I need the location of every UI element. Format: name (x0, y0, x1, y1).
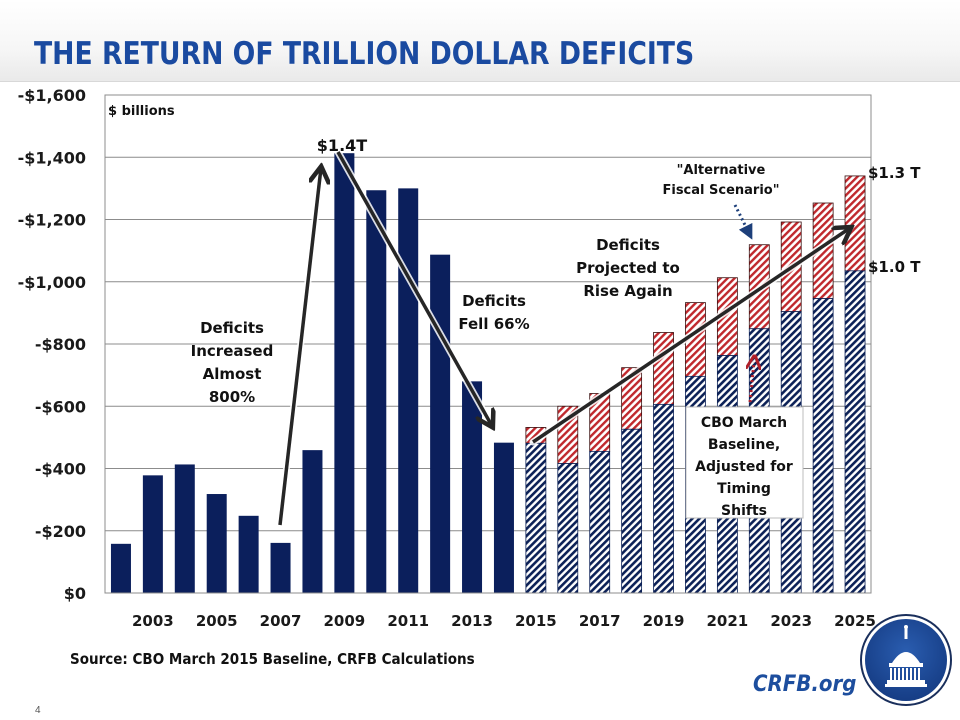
bar-actual-2003 (142, 475, 163, 593)
x-tick-label: 2015 (515, 612, 557, 630)
y-axis-tick-labels: $0 -$200 -$400 -$600 -$800 -$1,000 -$1,200 -$1,… (18, 86, 86, 603)
bar-baseline-2015 (525, 442, 547, 594)
bar-baseline-2019 (653, 403, 674, 594)
x-tick-label: 2021 (707, 612, 749, 630)
bar-actual-2012 (430, 254, 451, 593)
increase-arrow (278, 168, 321, 526)
baseline-pointer (750, 362, 754, 403)
bar-baseline-2017 (589, 450, 611, 594)
plot-frame (104, 94, 872, 594)
x-tick-label: 2023 (770, 612, 812, 630)
page-number: 4 (35, 705, 41, 716)
brand-link[interactable]: CRFB.org (753, 672, 857, 697)
header-band (0, 0, 960, 82)
x-tick-label: 2017 (579, 612, 621, 630)
source-note: Source: CBO March 2015 Baseline, CRFB Ca… (70, 650, 475, 668)
bar-actual-2002 (110, 543, 131, 593)
bar-baseline-2025 (844, 270, 866, 594)
y-tick-label: -$1,600 (18, 86, 86, 105)
decline-arrow (336, 151, 492, 426)
projected-rise-arrow (532, 228, 850, 444)
crfb-capitol-logo (860, 614, 952, 706)
annotation-end-high: $1.3 T (868, 164, 921, 182)
bar-baseline-2018 (621, 428, 643, 594)
y-tick-label: $0 (64, 584, 86, 603)
annotation-alternative-scenario: "Alternative Fiscal Scenario" (662, 163, 779, 198)
bar-actual-2006 (238, 515, 259, 593)
bar-actual-2010 (366, 190, 387, 593)
x-tick-label: 2013 (451, 612, 493, 630)
bar-baseline-2016 (557, 463, 579, 594)
annotation-fell: Deficits Fell 66% (458, 292, 529, 333)
x-tick-label: 2011 (387, 612, 429, 630)
x-tick-label: 2005 (196, 612, 238, 630)
y-tick-label: -$400 (35, 460, 86, 479)
bar-actual-2013 (462, 381, 483, 593)
alternative-scenario-pointer (733, 204, 753, 240)
bar-baseline-2024 (812, 298, 834, 594)
gridlines (105, 156, 871, 532)
annotation-increase: Deficits Increased Almost 800% (191, 319, 274, 406)
annotation-peak-label: $1.4T (317, 136, 367, 155)
bar-actual-2014 (493, 442, 514, 593)
x-tick-label: 2003 (132, 612, 174, 630)
annotation-rise: Deficits Projected to Rise Again (576, 236, 680, 300)
x-axis-tick-labels: 2003 2005 2007 2009 2011 2013 2015 2017 2019 2021… (132, 612, 876, 630)
bar-alternative-2025 (844, 175, 866, 272)
bar-actual-2004 (174, 464, 195, 593)
y-tick-label: -$1,200 (18, 211, 86, 230)
x-tick-label: 2019 (643, 612, 685, 630)
x-tick-label: 2025 (834, 612, 876, 630)
bar-actual-2007 (270, 542, 291, 593)
capitol-dome-icon (885, 625, 927, 687)
page-title: THE RETURN OF TRILLION DOLLAR DEFICITS (34, 36, 695, 72)
y-tick-label: -$200 (35, 522, 86, 541)
unit-label: $ billions (108, 104, 175, 119)
y-tick-label: -$1,400 (18, 148, 86, 167)
bar-actual-2005 (206, 494, 227, 593)
x-tick-label: 2007 (260, 612, 302, 630)
bar-actual-2009 (334, 153, 355, 594)
y-tick-label: -$800 (35, 335, 86, 354)
bar-actual-2008 (302, 450, 323, 593)
header-divider (0, 81, 960, 82)
y-tick-label: -$600 (35, 397, 86, 416)
annotations: $ billions Deficits Increased Almost 800% $1.… (108, 104, 921, 529)
x-tick-label: 2009 (324, 612, 366, 630)
annotation-cbo-baseline: CBO March Baseline, Adjusted for Timing Shif… (695, 415, 793, 519)
y-tick-label: -$1,000 (18, 273, 86, 292)
bar-actual-2011 (398, 188, 419, 593)
cbo-baseline-label-box (685, 406, 804, 519)
bar-alternative-2019 (653, 332, 674, 405)
annotation-end-low: $1.0 T (868, 258, 921, 276)
